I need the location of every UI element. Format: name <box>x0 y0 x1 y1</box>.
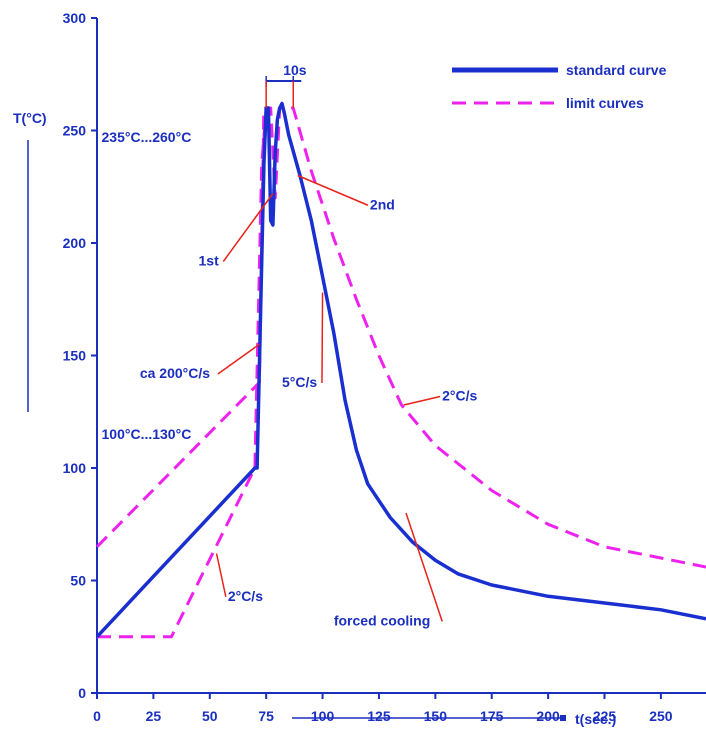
x-tick-label: 225 <box>593 708 617 724</box>
x-tick-label: 200 <box>536 708 560 724</box>
series-layer <box>95 101 706 639</box>
y-tick-label: 0 <box>78 685 86 701</box>
x-tick-label: 75 <box>258 708 274 724</box>
legend-label-standard-curve: standard curve <box>566 62 667 78</box>
annotation-leader <box>405 512 443 622</box>
annotation-leader <box>403 395 441 406</box>
annotation-label: 5°C/s <box>282 374 317 390</box>
axes-layer: 0 50 100 150 200 250 300 0 25 50 75 100 125 150 175 200… <box>27 10 706 724</box>
annotation-leader <box>321 292 324 384</box>
annotation-layer: 10s 235°C...260°C 1st 2nd ca 200°C/s 5°C/s 2°C… <box>102 62 478 629</box>
annotation-leader <box>215 553 227 597</box>
y-tick-label: 300 <box>63 10 87 26</box>
annotation-label: ca 200°C/s <box>140 365 210 381</box>
x-tick-label: 25 <box>146 708 162 724</box>
y-tick-label: 200 <box>63 235 87 251</box>
annotation-label: 100°C...130°C <box>102 426 192 442</box>
annotation-leader <box>222 193 274 262</box>
y-tick-label: 50 <box>70 573 86 589</box>
annotation-label: 2°C/s <box>442 388 477 404</box>
annotation-label: forced cooling <box>334 613 430 629</box>
y-tick-label: 150 <box>63 348 87 364</box>
annotation-leader <box>297 174 369 206</box>
x-tick-label: 175 <box>480 708 504 724</box>
legend: standard curve limit curves <box>452 62 667 111</box>
annotation-label: 1st <box>199 253 220 269</box>
annotation-leader <box>217 343 260 375</box>
x-tick-label: 50 <box>202 708 218 724</box>
x-axis-label: t(sec.) <box>575 711 616 727</box>
dimension-label: 10s <box>283 62 307 78</box>
y-axis-label: T(°C) <box>13 110 47 126</box>
x-axis-arrow-head <box>560 715 566 721</box>
annotation-label: 235°C...260°C <box>102 129 192 145</box>
x-tick-label: 0 <box>93 708 101 724</box>
x-tick-label: 125 <box>367 708 391 724</box>
annotation-label: 2nd <box>370 196 395 212</box>
series-line-standard-curve <box>95 101 706 638</box>
legend-label-limit-curves: limit curves <box>566 95 644 111</box>
series-line-limit-curves <box>95 106 706 569</box>
x-tick-label: 100 <box>311 708 335 724</box>
annotation-label: 2°C/s <box>228 588 263 604</box>
x-tick-label: 150 <box>424 708 448 724</box>
x-tick-label: 250 <box>649 708 673 724</box>
y-tick-label: 100 <box>63 460 87 476</box>
y-tick-label: 250 <box>63 123 87 139</box>
